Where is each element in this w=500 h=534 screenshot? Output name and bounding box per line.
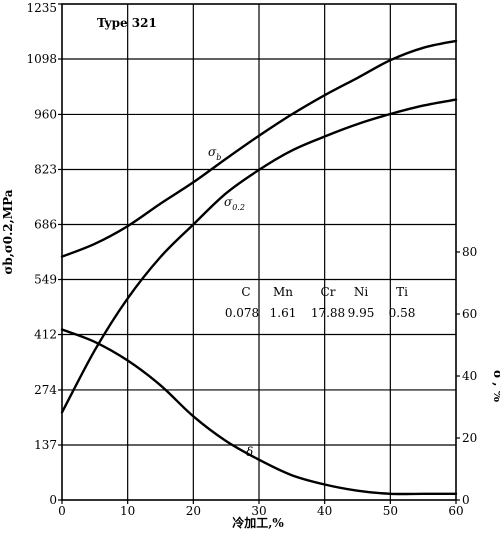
composition-element-Cr: Cr <box>321 285 336 299</box>
y-right-tick-label-60: 60 <box>462 307 477 321</box>
y-left-tick-label-0: 0 <box>49 493 57 507</box>
y-left-tick-label-960: 960 <box>34 107 57 121</box>
y-right-tick-label-0: 0 <box>462 493 470 507</box>
composition-element-Ni: Ni <box>354 285 369 299</box>
x-tick-label-0: 0 <box>58 504 66 518</box>
composition-value-Ni: 9.95 <box>348 306 375 320</box>
y-left-tick-label-1235: 1235 <box>26 1 57 15</box>
x-tick-label-60: 60 <box>448 504 463 518</box>
y-left-tick-label-412: 412 <box>34 328 57 342</box>
composition-value-Mn: 1.61 <box>270 306 297 320</box>
composition-table: C 0.078 Mn 1.61 Cr 17.88 Ni 9.95 Ti 0.58 <box>225 285 416 320</box>
composition-value-C: 0.078 <box>225 306 259 320</box>
curve-delta <box>60 328 458 496</box>
y-axis-title-left: σb,σ0.2,MPa <box>1 189 15 274</box>
x-tick-label-20: 20 <box>186 504 201 518</box>
label-delta: δ <box>246 445 253 459</box>
curve-labels: σb σ0.2 δ <box>208 145 253 459</box>
y-left-tick-label-1098: 1098 <box>26 52 57 66</box>
label-sigma-b: σb <box>208 145 221 162</box>
x-tick-label-10: 10 <box>120 504 135 518</box>
composition-element-Mn: Mn <box>273 285 293 299</box>
curve-sigma-b <box>60 39 458 258</box>
curves <box>60 39 458 496</box>
composition-value-Ti: 0.58 <box>389 306 416 320</box>
y-right-tick-label-80: 80 <box>462 245 477 259</box>
composition-value-Cr: 17.88 <box>311 306 345 320</box>
x-tick-label-50: 50 <box>383 504 398 518</box>
tick-labels: 0 10 20 30 40 50 60013727441254968682396010981… <box>26 1 477 518</box>
y-left-tick-label-823: 823 <box>34 162 57 176</box>
y-left-tick-label-549: 549 <box>34 273 57 287</box>
composition-element-C: C <box>241 285 250 299</box>
y-left-tick-label-137: 137 <box>34 438 57 452</box>
grid <box>62 4 456 500</box>
curve-sigma-02 <box>60 98 458 414</box>
y-right-tick-label-40: 40 <box>462 369 477 383</box>
x-axis-title: 冷加工,% <box>232 515 284 530</box>
composition-element-Ti: Ti <box>396 285 408 299</box>
x-tick-label-30: 30 <box>251 504 266 518</box>
y-left-tick-label-686: 686 <box>34 217 57 231</box>
chart-title: Type 321 <box>97 16 157 30</box>
y-axis-title-right: δ , % <box>491 370 500 403</box>
y-right-tick-label-20: 20 <box>462 431 477 445</box>
label-sigma-02: σ0.2 <box>224 195 245 212</box>
x-tick-label-40: 40 <box>317 504 332 518</box>
y-left-tick-label-274: 274 <box>34 383 57 397</box>
